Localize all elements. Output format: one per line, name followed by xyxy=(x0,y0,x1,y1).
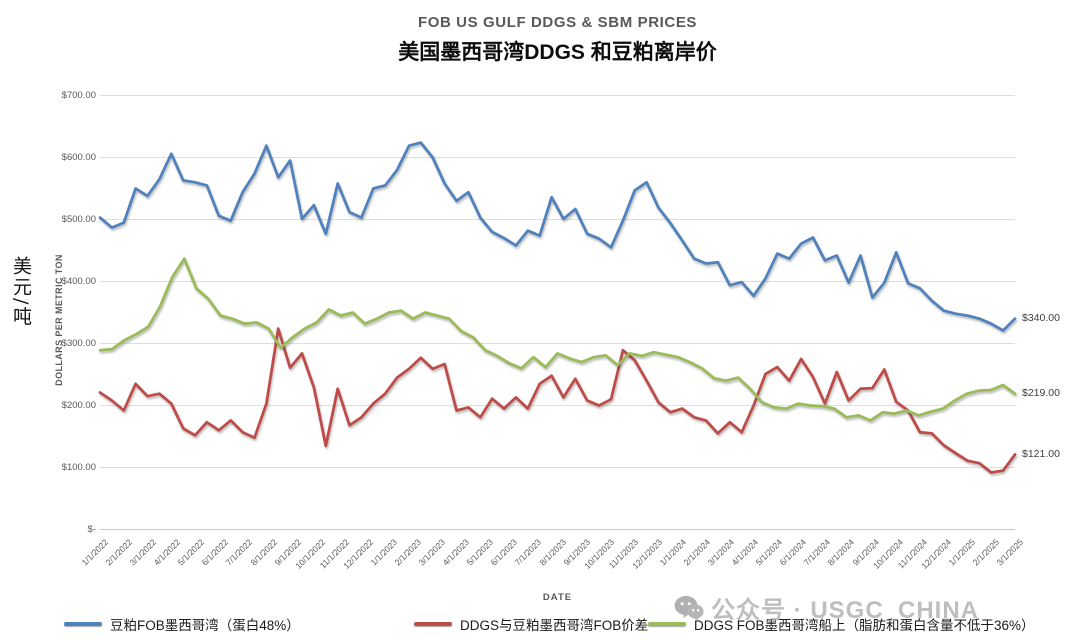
y-tick-label: $400.00 xyxy=(61,275,96,287)
y-tick-label: $300.00 xyxy=(61,337,96,349)
chart-title-chinese: 美国墨西哥湾DDGS 和豆粕离岸价 xyxy=(398,41,717,64)
x-axis-title: DATE xyxy=(542,592,573,603)
series-end-label: $340.00 xyxy=(1022,312,1060,325)
series-end-label: $219.00 xyxy=(1022,387,1060,400)
y-tick-label: $600.00 xyxy=(61,151,96,163)
chart-title-english: FOB US GULF DDGS & SBM PRICES xyxy=(417,14,698,31)
y-axis-title-chinese: 美元/吨 xyxy=(10,256,32,328)
watermark: 公众号 · USGC_CHINA xyxy=(674,590,979,625)
series-line xyxy=(98,257,1017,422)
y-tick-label: $100.00 xyxy=(61,461,96,473)
series-line xyxy=(98,141,1017,332)
y-tick-label: $700.00 xyxy=(61,89,96,101)
y-tick-label: $500.00 xyxy=(61,213,96,225)
series-end-label: $121.00 xyxy=(1022,447,1060,460)
series-line xyxy=(98,327,1017,474)
y-tick-label: $- xyxy=(87,523,96,535)
watermark-text: 公众号 · USGC_CHINA xyxy=(711,597,980,624)
y-tick-label: $200.00 xyxy=(61,399,96,411)
wechat-icon xyxy=(674,595,704,620)
